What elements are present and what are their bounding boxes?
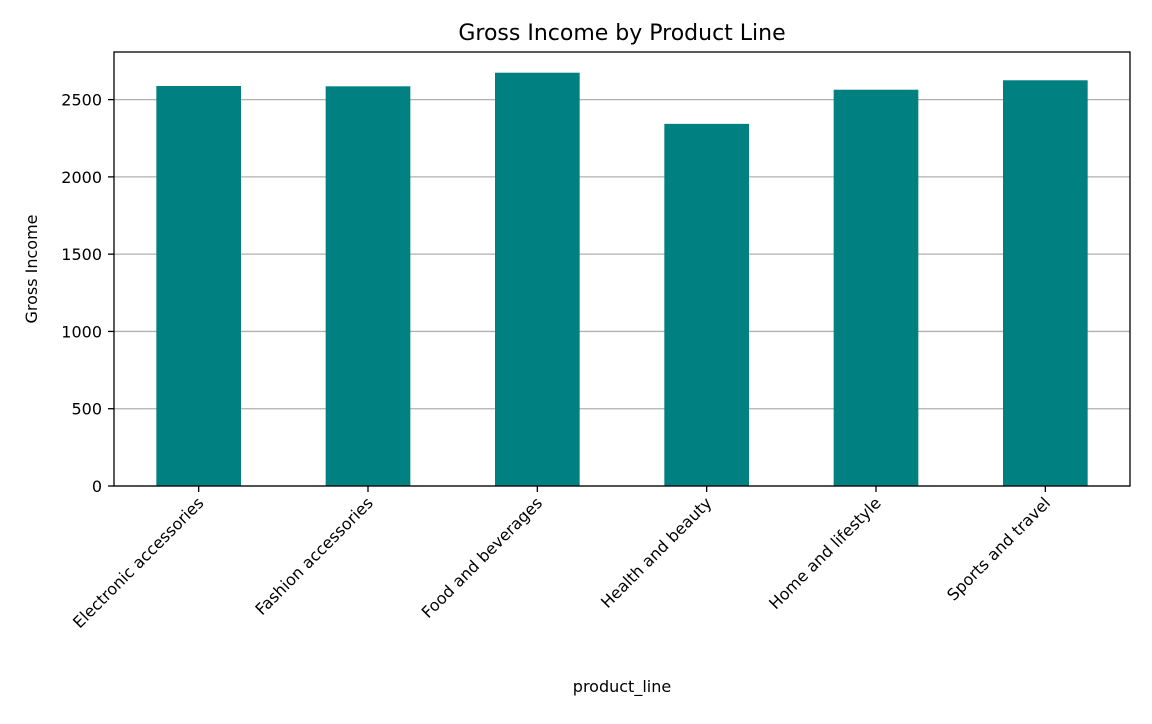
bar (664, 123, 749, 486)
chart-title: Gross Income by Product Line (458, 21, 785, 46)
x-tick-label: Home and lifestyle (765, 493, 885, 613)
x-axis-label: product_line (573, 677, 671, 697)
bar (156, 86, 241, 487)
y-tick-label: 1000 (61, 322, 102, 341)
y-tick-label: 500 (71, 400, 102, 419)
bar (495, 72, 580, 487)
x-tick-label: Fashion accessories (251, 493, 376, 618)
bar (833, 89, 919, 486)
x-tick-label: Health and beauty (597, 493, 715, 611)
bar (325, 86, 411, 487)
bar (1003, 80, 1088, 487)
y-tick-label: 2000 (61, 168, 102, 187)
y-tick-label: 0 (92, 477, 102, 496)
y-axis-ticks: 0 500 1000 1500 2000 2500 (61, 91, 114, 496)
grid-lines (114, 98, 1130, 487)
x-tick-label: Sports and travel (943, 493, 1054, 604)
x-axis-ticks: Electronic accessories Fashion accessorie… (69, 486, 1054, 632)
y-tick-label: 2500 (61, 91, 102, 110)
y-tick-label: 1500 (61, 245, 102, 264)
y-axis-label: Gross Income (22, 214, 41, 323)
plot-frame (113, 51, 1131, 487)
x-tick-label: Electronic accessories (69, 493, 207, 631)
bars (156, 72, 1088, 487)
x-tick-label: Food and beverages (418, 493, 546, 621)
